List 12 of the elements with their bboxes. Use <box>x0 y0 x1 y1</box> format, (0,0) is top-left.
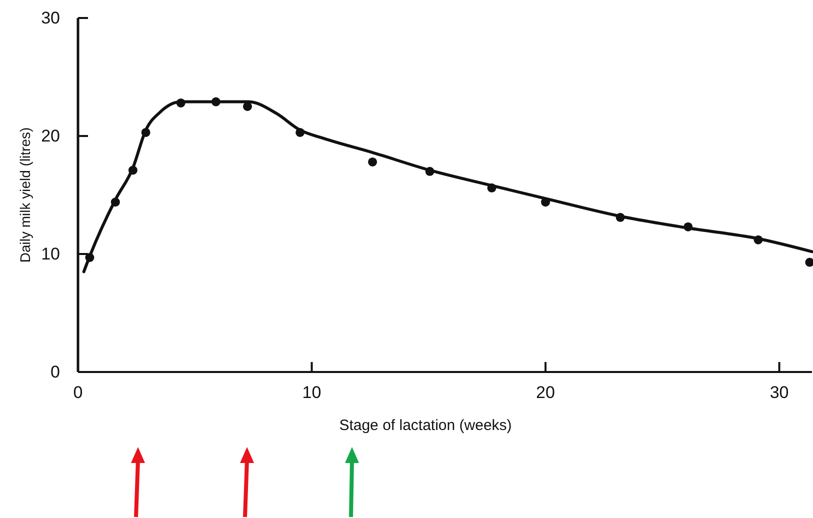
y-axis-title: Daily milk yield (litres) <box>17 127 33 263</box>
x-tick-label: 30 <box>770 383 789 402</box>
x-tick-label: 10 <box>302 383 322 402</box>
x-axis-title: Stage of lactation (weeks) <box>339 417 512 434</box>
y-tick-label: 0 <box>50 362 60 382</box>
x-tick-label: 20 <box>536 383 555 402</box>
point <box>805 258 813 267</box>
y-tick-label: 30 <box>41 8 60 28</box>
y-tick-label: 20 <box>41 126 60 146</box>
point <box>368 157 378 166</box>
x-tick-label: 0 <box>73 383 83 402</box>
y-tick-label: 10 <box>41 244 60 264</box>
